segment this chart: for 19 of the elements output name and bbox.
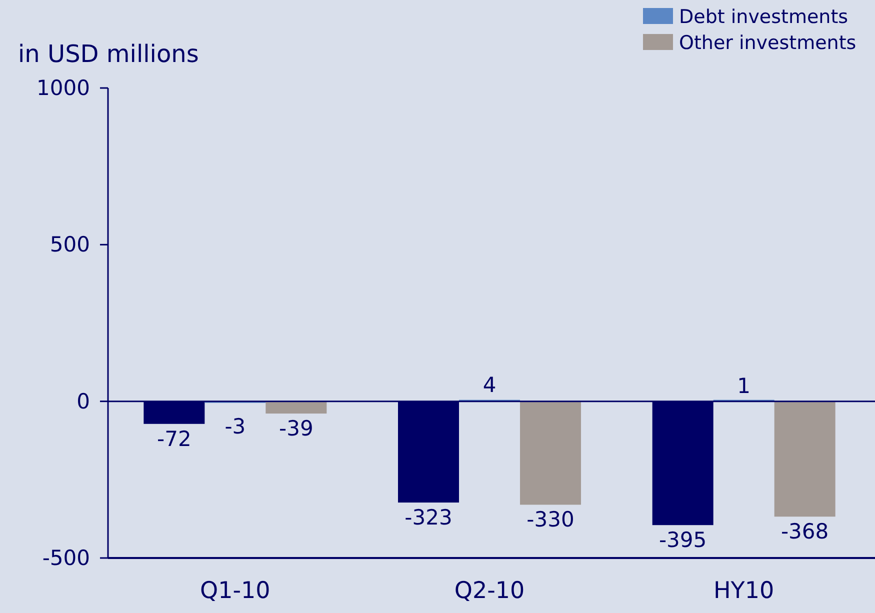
data-label: 4 (482, 373, 496, 398)
data-label: -3 (224, 414, 246, 438)
data-label: -330 (526, 508, 574, 532)
x-tick-label: Q2-10 (454, 578, 525, 604)
legend-label: Other investments (679, 32, 856, 54)
x-tick-label: Q1-10 (200, 578, 270, 604)
y-tick-label: 500 (50, 232, 90, 257)
y-tick-label: 0 (76, 389, 90, 414)
data-label: -368 (780, 520, 829, 544)
x-tick-label: HY10 (714, 578, 774, 604)
data-label: 1 (737, 374, 751, 398)
data-label: -39 (279, 416, 314, 441)
y-tick-label: -500 (42, 546, 90, 570)
legend-label: Debt investments (679, 6, 848, 28)
data-label: -323 (404, 506, 452, 530)
y-tick-label: 1000 (36, 76, 90, 100)
data-label: -395 (658, 528, 707, 552)
y-axis-title: in USD millions (18, 40, 199, 68)
data-label: -72 (157, 426, 192, 451)
